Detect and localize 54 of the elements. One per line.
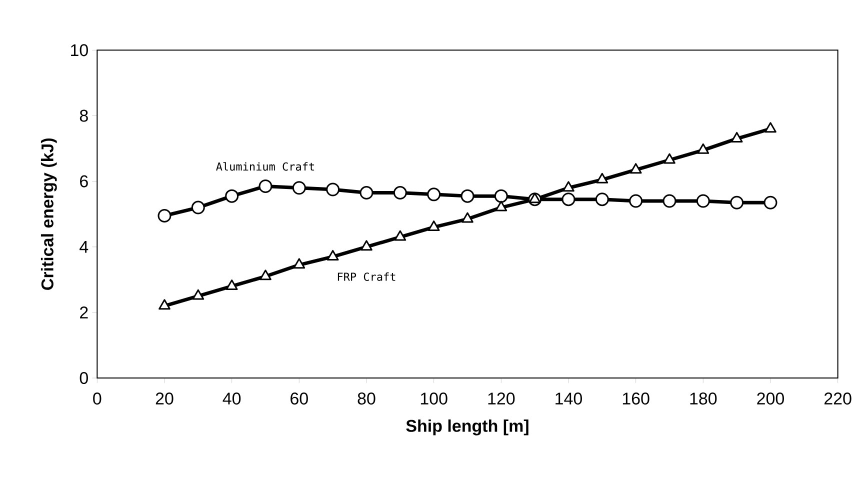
x-axis-title: Ship length [m] bbox=[406, 419, 528, 436]
point bbox=[260, 270, 272, 280]
point bbox=[562, 192, 576, 206]
point bbox=[360, 240, 372, 251]
x-tick-label: 0 bbox=[93, 392, 102, 405]
point bbox=[226, 279, 238, 290]
x-tick-label: 80 bbox=[358, 392, 376, 405]
point bbox=[495, 200, 508, 212]
point bbox=[360, 186, 374, 200]
x-tick-label: 220 bbox=[824, 392, 852, 405]
point bbox=[293, 258, 306, 269]
point bbox=[764, 196, 778, 210]
point bbox=[630, 163, 642, 174]
point bbox=[629, 194, 643, 208]
x-tick-label: 60 bbox=[290, 392, 308, 405]
point bbox=[696, 194, 710, 208]
x-tick-label: 140 bbox=[556, 392, 582, 405]
point bbox=[258, 179, 272, 193]
x-tick-label: 160 bbox=[622, 392, 650, 405]
y-tick-label: 0 bbox=[80, 372, 88, 384]
y-tick-label: 6 bbox=[80, 175, 88, 188]
point bbox=[462, 212, 474, 223]
x-tick-label: 100 bbox=[420, 392, 448, 405]
point bbox=[191, 200, 205, 214]
y-axis-title: Critical energy (kJ) bbox=[40, 138, 57, 290]
point bbox=[494, 189, 508, 203]
point bbox=[292, 181, 306, 195]
y-tick-label: 4 bbox=[80, 240, 88, 253]
series-label: FRP Craft bbox=[338, 272, 396, 281]
y-tick-label: 2 bbox=[80, 306, 88, 318]
x-tick-label: 40 bbox=[222, 392, 241, 405]
point bbox=[428, 220, 440, 231]
point bbox=[730, 196, 744, 210]
point bbox=[158, 208, 172, 222]
point bbox=[192, 289, 204, 300]
point bbox=[427, 188, 441, 202]
point bbox=[225, 189, 239, 203]
point bbox=[326, 182, 340, 196]
series-label: Aluminium Craft bbox=[216, 162, 314, 171]
point bbox=[158, 299, 170, 310]
point bbox=[393, 186, 407, 200]
point bbox=[595, 192, 609, 206]
point bbox=[528, 192, 541, 204]
point bbox=[326, 250, 339, 260]
x-tick-label: 120 bbox=[488, 392, 515, 405]
point bbox=[662, 194, 676, 208]
y-tick-label: 10 bbox=[71, 44, 88, 56]
point bbox=[562, 181, 574, 192]
x-tick-label: 20 bbox=[156, 392, 174, 405]
point bbox=[394, 230, 406, 241]
x-tick-label: 180 bbox=[690, 392, 717, 405]
point bbox=[460, 189, 474, 203]
y-tick-label: 8 bbox=[80, 110, 88, 122]
x-tick-label: 200 bbox=[757, 392, 784, 405]
